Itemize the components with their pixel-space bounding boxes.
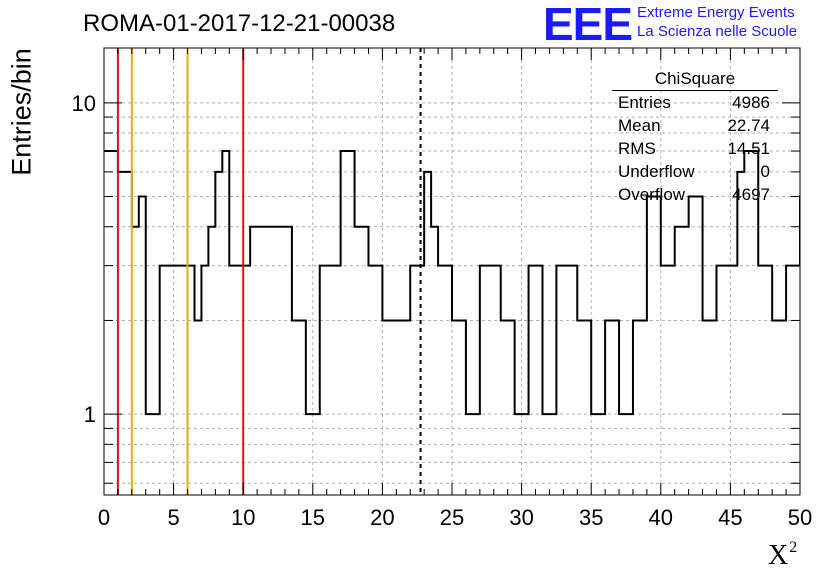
stats-row-mean: Mean 22.74 bbox=[612, 114, 778, 137]
stats-row-entries: Entries 4986 bbox=[612, 91, 778, 114]
x-tick-label: 15 bbox=[301, 505, 325, 530]
stats-label: Mean bbox=[618, 116, 661, 135]
chart-title: ROMA-01-2017-12-21-00038 bbox=[83, 10, 396, 37]
y-tick-label: 1 bbox=[84, 402, 96, 427]
axis-tick-labels: 0 5 10 15 20 25 30 35 40 45 50 1 10 bbox=[72, 91, 813, 530]
reference-lines bbox=[116, 48, 422, 495]
stats-label: RMS bbox=[618, 139, 656, 158]
y-axis-label: Entries/bin bbox=[6, 48, 37, 176]
x-tick-label: 30 bbox=[509, 505, 533, 530]
logo-caption-line1: Extreme Energy Events bbox=[637, 4, 795, 21]
x-tick-label: 40 bbox=[649, 505, 673, 530]
eee-logo: EEE bbox=[543, 0, 633, 50]
x-tick-label: 10 bbox=[231, 505, 255, 530]
stats-value: 4697 bbox=[732, 185, 770, 204]
histogram-series bbox=[104, 150, 800, 416]
logo-caption: Extreme Energy Events La Scienza nelle S… bbox=[637, 3, 797, 41]
stats-value: 22.74 bbox=[727, 116, 770, 135]
x-axis-label: X2 bbox=[768, 539, 798, 571]
stats-value: 14.51 bbox=[727, 139, 770, 158]
histogram-line bbox=[104, 150, 800, 416]
y-tick-label: 10 bbox=[72, 91, 96, 116]
stats-row-overflow: Overflow 4697 bbox=[612, 183, 778, 206]
stats-label: Entries bbox=[618, 93, 671, 112]
x-tick-label: 45 bbox=[718, 505, 742, 530]
stats-label: Underflow bbox=[618, 162, 695, 181]
stats-row-rms: RMS 14.51 bbox=[612, 137, 778, 160]
x-tick-label: 25 bbox=[440, 505, 464, 530]
logo-caption-line2: La Scienza nelle Scuole bbox=[637, 23, 798, 40]
stats-value: 0 bbox=[760, 162, 770, 181]
stats-box: ChiSquare Entries 4986 Mean 22.74 RMS 14.51… bbox=[612, 68, 778, 206]
x-tick-label: 5 bbox=[167, 505, 179, 530]
axis-ticks bbox=[103, 48, 801, 495]
x-tick-label: 0 bbox=[98, 505, 110, 530]
x-tick-label: 20 bbox=[370, 505, 394, 530]
stats-row-underflow: Underflow 0 bbox=[612, 160, 778, 183]
stats-value: 4986 bbox=[732, 93, 770, 112]
x-tick-label: 50 bbox=[788, 505, 812, 530]
x-tick-label: 35 bbox=[579, 505, 603, 530]
stats-label: Overflow bbox=[618, 185, 686, 204]
stats-title: ChiSquare bbox=[612, 68, 778, 91]
